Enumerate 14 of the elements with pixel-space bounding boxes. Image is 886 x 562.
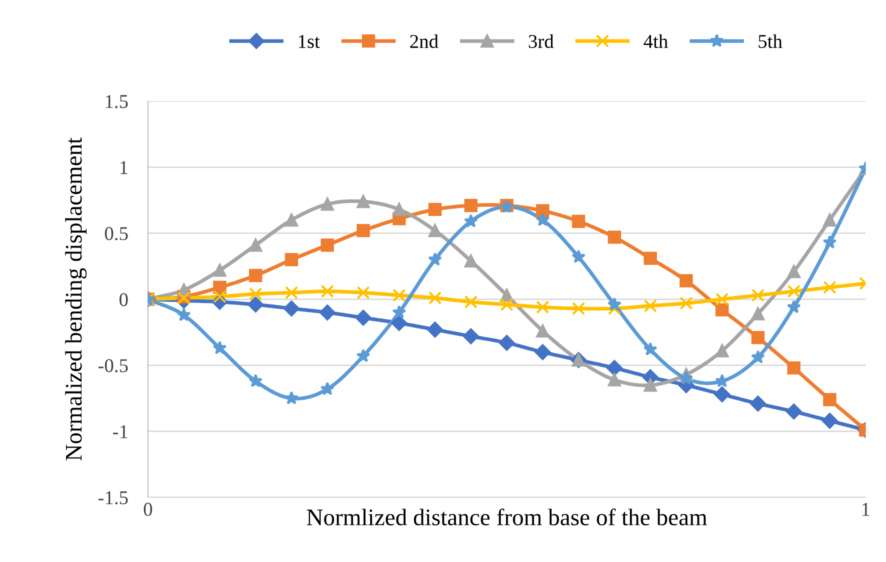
y-tick-label: 0.5	[104, 227, 128, 240]
legend-label: 4th	[644, 34, 668, 48]
y-tick-label: 0	[120, 293, 128, 306]
y-tick-label: 1	[120, 161, 128, 174]
y-tick-label: -0.5	[98, 359, 128, 372]
legend-label: 1st	[298, 34, 320, 48]
y-tick-label: -1.5	[98, 491, 128, 504]
y-tick-label: -1	[113, 425, 128, 438]
legend-label: 3rd	[528, 34, 554, 48]
y-tick-label: 1.5	[106, 95, 128, 108]
legend-label: 5th	[758, 34, 782, 48]
legend-label: 2nd	[410, 34, 438, 48]
x-axis-title: Normlized distance from base of the beam	[306, 508, 708, 526]
y-axis-title: Normalized bending displacement	[65, 137, 87, 461]
